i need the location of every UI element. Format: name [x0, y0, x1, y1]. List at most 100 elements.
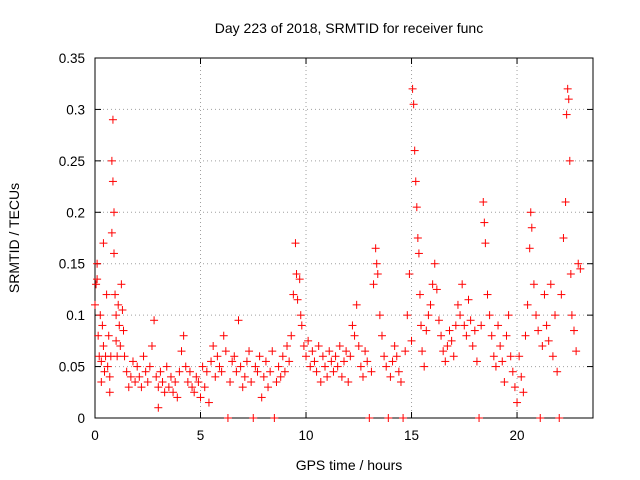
data-point	[131, 378, 140, 386]
data-point	[443, 342, 452, 350]
data-point	[358, 372, 367, 381]
data-point	[388, 357, 397, 366]
data-point	[109, 208, 118, 217]
data-point	[331, 352, 340, 361]
data-point	[232, 367, 241, 376]
data-point	[141, 367, 150, 376]
data-point	[408, 84, 417, 93]
data-point	[185, 367, 194, 376]
data-point	[340, 357, 348, 366]
data-point	[217, 367, 226, 376]
data-point	[122, 367, 131, 376]
data-point	[236, 362, 245, 371]
data-point	[119, 326, 128, 335]
data-point	[415, 290, 424, 299]
data-point	[410, 146, 419, 155]
data-point	[196, 393, 205, 402]
data-point	[276, 372, 285, 381]
data-point	[272, 378, 281, 386]
data-point	[215, 362, 224, 371]
data-point	[116, 342, 125, 350]
data-point	[536, 414, 545, 422]
data-point	[335, 342, 344, 350]
data-point	[268, 347, 277, 356]
data-point	[532, 311, 541, 320]
data-point	[348, 321, 357, 330]
data-point	[242, 357, 251, 366]
data-point	[93, 259, 102, 268]
data-point	[295, 275, 304, 284]
data-point	[439, 347, 448, 356]
y-tick-label: 0.25	[59, 154, 85, 169]
data-point	[407, 336, 416, 345]
data-point	[257, 393, 266, 402]
data-point	[253, 367, 262, 376]
data-point	[529, 280, 538, 289]
data-point	[441, 357, 450, 366]
data-point	[356, 362, 365, 371]
data-point	[403, 311, 412, 320]
data-point	[314, 342, 323, 350]
data-point	[367, 367, 376, 376]
data-point	[361, 347, 370, 356]
data-point	[118, 306, 127, 314]
data-point	[523, 300, 532, 309]
data-point	[405, 270, 414, 278]
data-point	[304, 336, 313, 345]
data-point	[306, 362, 315, 371]
data-point	[540, 290, 549, 299]
data-point	[240, 372, 249, 381]
data-point	[472, 357, 481, 366]
data-point	[226, 378, 235, 386]
data-point	[456, 311, 465, 320]
data-point	[517, 372, 526, 381]
data-point	[287, 331, 296, 340]
data-point	[411, 177, 420, 186]
data-point	[188, 383, 197, 392]
data-point	[572, 347, 581, 356]
y-tick-label: 0.2	[66, 205, 85, 220]
data-point	[377, 331, 386, 340]
data-point	[479, 198, 488, 206]
data-point	[104, 331, 113, 340]
data-point	[112, 311, 121, 320]
data-point	[302, 352, 311, 361]
data-point	[198, 362, 207, 371]
data-point	[154, 403, 163, 412]
data-point	[108, 177, 117, 186]
data-point	[259, 372, 268, 381]
data-point	[99, 342, 108, 350]
data-point	[192, 372, 201, 381]
y-tick-label: 0.3	[66, 102, 85, 117]
data-point	[143, 378, 152, 386]
data-point	[105, 388, 114, 397]
data-point	[107, 156, 116, 165]
x-tick-label: 20	[510, 428, 525, 443]
data-point	[316, 378, 325, 386]
data-point	[513, 398, 522, 407]
data-point	[126, 372, 135, 381]
data-point	[373, 270, 382, 278]
data-point	[515, 352, 524, 361]
data-point	[270, 414, 279, 422]
data-point	[120, 352, 129, 361]
data-point	[420, 362, 429, 371]
data-point	[202, 367, 211, 376]
data-point	[567, 311, 576, 320]
data-point	[169, 388, 178, 397]
data-point	[350, 331, 359, 340]
data-point	[371, 244, 380, 253]
data-point	[551, 311, 560, 320]
data-point	[346, 352, 355, 361]
data-point	[156, 367, 165, 376]
data-point	[124, 383, 133, 392]
data-point	[150, 316, 159, 325]
data-point	[394, 367, 403, 376]
data-point	[422, 326, 431, 335]
data-point	[91, 300, 99, 309]
data-point	[139, 352, 148, 361]
data-point	[171, 378, 180, 386]
data-point	[190, 388, 199, 397]
data-point	[154, 383, 163, 392]
data-point	[266, 367, 275, 376]
